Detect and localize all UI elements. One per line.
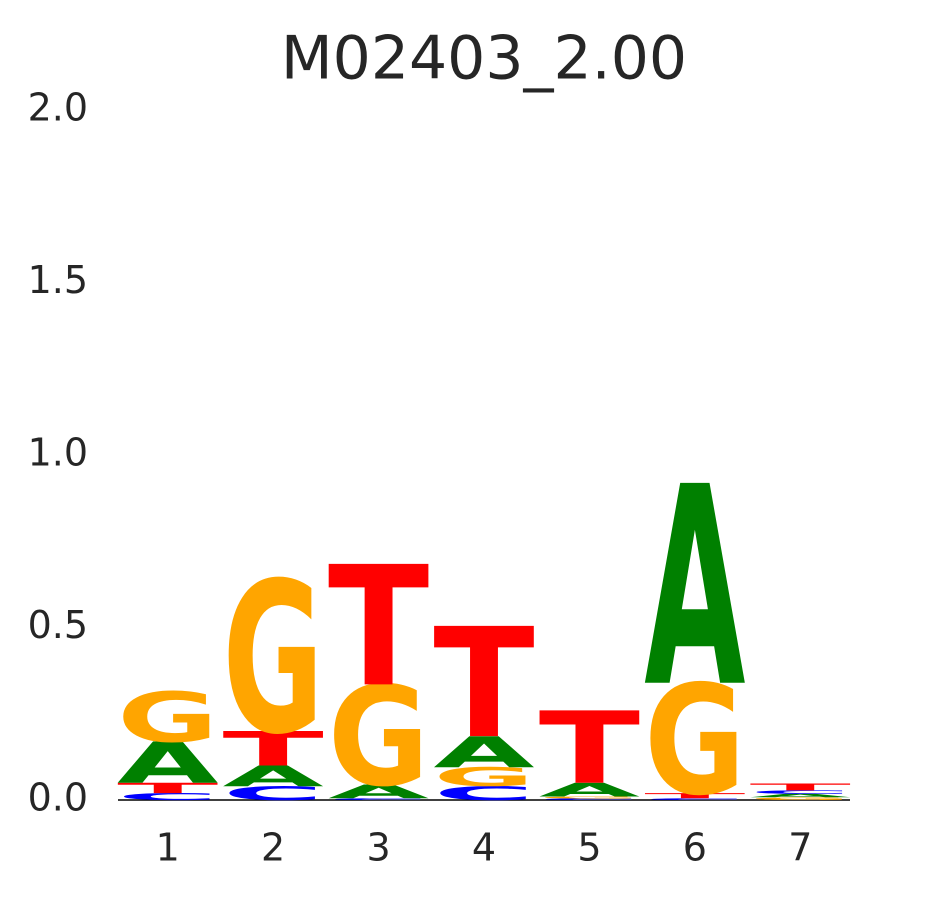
letter: C	[117, 791, 218, 802]
y-tick-label: 1.0	[28, 431, 88, 475]
letter: C	[750, 789, 851, 795]
letter-group: A	[750, 793, 852, 799]
letter: A	[750, 793, 852, 799]
letter: G	[644, 654, 745, 830]
letter: A	[223, 760, 324, 793]
letter-group: G	[750, 796, 851, 800]
x-tick-label: 7	[788, 826, 812, 870]
letter-group: C	[433, 782, 534, 804]
chart-title: M02403_2.00	[281, 24, 687, 94]
letter-group: G	[223, 540, 324, 781]
letter-group: G	[117, 678, 218, 758]
y-tick-label: 0.5	[28, 603, 88, 647]
letter-group: T	[328, 532, 429, 724]
letter-group: G	[328, 659, 429, 818]
letter-group: C	[750, 789, 851, 795]
letter-group: A	[117, 731, 218, 797]
letter: G	[539, 796, 640, 799]
letter-group: G	[644, 654, 745, 830]
letter: T	[539, 692, 640, 807]
letter: A	[644, 428, 745, 748]
letter: T	[223, 722, 324, 777]
letter-group: A	[539, 779, 641, 801]
letter-group: A	[223, 760, 324, 793]
letter: C	[328, 798, 429, 801]
letter: T	[328, 532, 429, 724]
x-tick-label: 5	[577, 826, 601, 870]
letter: A	[433, 728, 535, 777]
letter: T	[644, 792, 745, 800]
y-tick-label: 2.0	[28, 86, 88, 130]
letter-group: C	[328, 798, 429, 801]
letter: C	[539, 798, 640, 801]
letter-group: A	[433, 728, 535, 777]
x-tick-label: 6	[683, 826, 707, 870]
letter: A	[117, 731, 218, 797]
letter-group: T	[433, 597, 534, 773]
letter-group: C	[223, 782, 324, 804]
y-tick-label: 1.5	[28, 258, 88, 302]
letter: G	[750, 796, 851, 800]
letter: G	[328, 659, 429, 818]
letter-group: C	[644, 798, 745, 801]
letter-group: G	[433, 762, 534, 792]
letter: T	[117, 780, 219, 796]
letter: C	[433, 782, 534, 804]
x-tick-label: 2	[261, 826, 285, 870]
letter: T	[750, 782, 852, 793]
letter: G	[433, 762, 534, 792]
letter: A	[539, 779, 641, 801]
x-tick-label: 3	[366, 826, 390, 870]
letter-group: T	[223, 722, 324, 777]
letter-group: C	[539, 798, 640, 801]
letter-group: T	[750, 782, 852, 793]
letter: C	[223, 782, 324, 804]
letter-group: C	[117, 791, 218, 802]
letter: A	[328, 781, 430, 803]
letter: T	[433, 597, 534, 773]
y-tick-label: 0.0	[28, 776, 88, 820]
letter: C	[644, 798, 745, 801]
letter: G	[117, 678, 218, 758]
letter-group: G	[539, 796, 640, 799]
letter-group: T	[644, 792, 745, 800]
letter-group: T	[539, 692, 640, 807]
letter-group: A	[644, 428, 745, 748]
letter-group: T	[117, 780, 219, 796]
letter: G	[223, 540, 324, 781]
x-tick-label: 1	[156, 826, 180, 870]
letter-group: A	[328, 781, 430, 803]
x-tick-label: 4	[472, 826, 496, 870]
